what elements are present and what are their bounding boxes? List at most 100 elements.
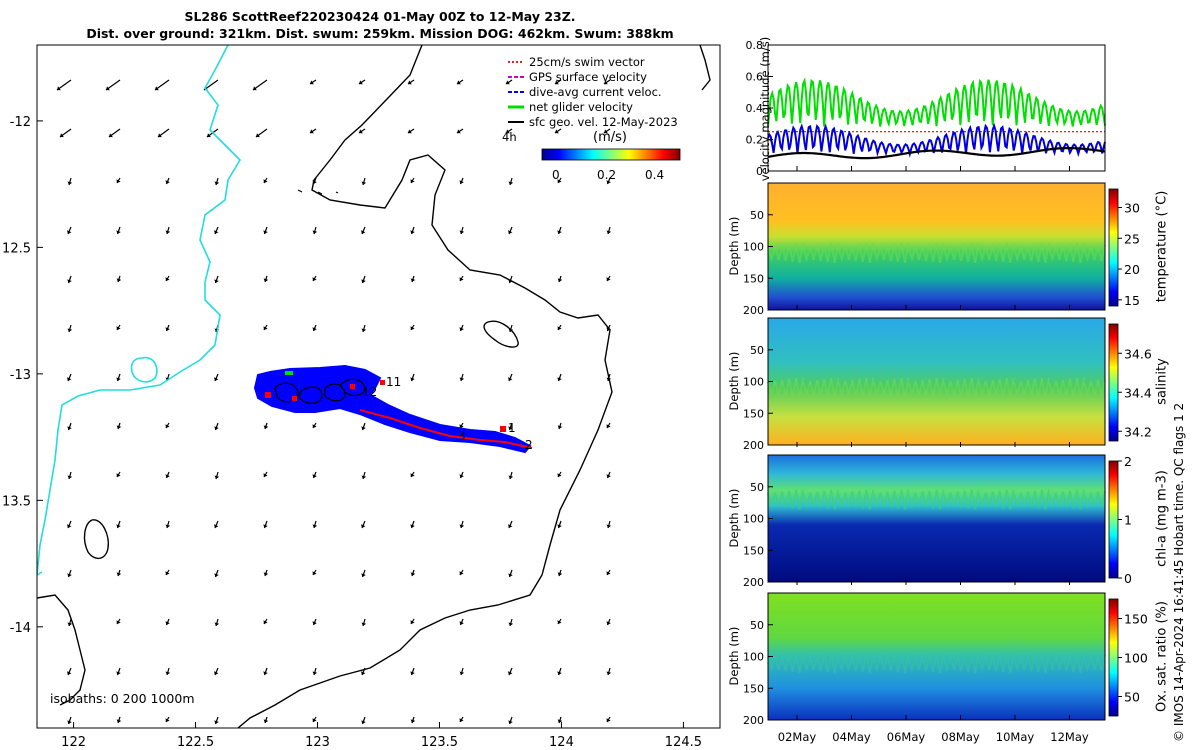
velocity-arrowhead xyxy=(312,524,318,528)
velocity-arrowhead xyxy=(67,573,72,577)
section-colorbar-label: chl-a (mg m-3) xyxy=(1154,469,1170,567)
velocity-arrowhead xyxy=(116,278,122,282)
velocity-arrowhead xyxy=(312,277,317,281)
section-texture xyxy=(1012,656,1022,673)
section-texture xyxy=(984,655,994,671)
section-texture xyxy=(949,655,959,671)
section-texture xyxy=(1082,381,1092,398)
section-field xyxy=(768,455,1105,582)
colorbar-tick-label: 150 xyxy=(1124,612,1148,627)
section-texture xyxy=(914,245,924,261)
section-texture xyxy=(1089,655,1099,671)
velocity-arrowhead xyxy=(116,179,121,183)
section-texture xyxy=(795,489,805,510)
velocity-arrowhead xyxy=(116,377,121,381)
velocity-y-tick-label: 0.4 xyxy=(746,102,764,115)
track-red-line xyxy=(359,409,533,449)
section-texture xyxy=(809,380,819,396)
velocity-arrowhead xyxy=(410,230,415,234)
velocity-arrowhead xyxy=(66,230,72,234)
section-texture xyxy=(970,489,980,510)
velocity-arrowhead xyxy=(109,133,113,138)
section-texture xyxy=(1082,656,1092,673)
velocity-y-tick-label: 0.2 xyxy=(746,134,764,147)
glider-track: 1 2 3 11 12 xyxy=(253,364,533,454)
velocity-arrowhead xyxy=(410,671,415,675)
section-texture xyxy=(830,652,840,674)
section-texture xyxy=(823,378,833,398)
depth-tick-label: 150 xyxy=(743,682,764,695)
velocity-arrowhead xyxy=(66,377,72,381)
section-texture xyxy=(907,493,917,510)
legend-label-swim: 25cm/s swim vector xyxy=(529,55,645,69)
velocity-arrowhead xyxy=(606,524,612,528)
velocity-arrowhead xyxy=(57,86,61,91)
track-label-1: 1 xyxy=(508,421,516,435)
velocity-arrowhead xyxy=(555,80,559,85)
section-texture xyxy=(1061,654,1071,672)
velocity-arrowhead xyxy=(263,524,268,528)
velocity-arrowhead xyxy=(606,621,611,625)
velocity-arrowhead xyxy=(457,129,461,134)
section-texture xyxy=(830,242,840,264)
legend-label-sfc: sfc geo. vel. 12-May-2023 xyxy=(529,115,678,129)
section-texture xyxy=(816,244,826,262)
section-colorbar xyxy=(1108,460,1119,579)
section-depth-label: Depth (m) xyxy=(727,488,741,547)
section-texture xyxy=(1019,492,1029,507)
velocity-arrowhead xyxy=(66,671,72,675)
colorbar-tick-label: 30 xyxy=(1124,200,1140,215)
velocity-arrowhead xyxy=(408,80,412,85)
velocity-arrowhead xyxy=(67,622,73,626)
section-texture xyxy=(1040,242,1050,264)
section-texture xyxy=(921,244,931,262)
velocity-arrowhead xyxy=(410,179,415,183)
colorbar-tick-label: 1 xyxy=(1124,513,1132,528)
section-texture xyxy=(907,246,917,263)
section-colorbar xyxy=(1108,323,1119,442)
depth-tick-label: 50 xyxy=(750,209,764,222)
section-texture xyxy=(1026,491,1036,508)
section-texture xyxy=(1054,492,1064,507)
section-texture xyxy=(1068,378,1078,398)
section-texture xyxy=(914,655,924,671)
velocity-arrowhead xyxy=(361,426,366,430)
section-texture xyxy=(865,489,875,510)
colorbar-tick-label: 20 xyxy=(1124,262,1140,277)
velocity-arrowhead xyxy=(253,86,257,91)
section-texture xyxy=(1082,493,1092,510)
section-texture xyxy=(872,381,882,398)
colorbar-tick-label: 25 xyxy=(1124,231,1140,246)
velocity-arrowhead xyxy=(459,377,465,381)
section-texture xyxy=(1019,245,1029,261)
velocity-arrowhead xyxy=(508,573,513,577)
section-texture xyxy=(1061,379,1071,397)
isobath-ring xyxy=(483,320,519,348)
section-texture xyxy=(865,242,875,264)
velocity-arrowhead xyxy=(606,424,611,428)
section-colorbar-label: salinity xyxy=(1154,357,1170,405)
section-texture xyxy=(963,378,973,398)
depth-tick-label: 100 xyxy=(743,376,764,389)
section-texture xyxy=(1054,245,1064,261)
velocity-arrowhead xyxy=(508,475,514,479)
time-tick-label: 12May xyxy=(1050,730,1089,744)
velocity-arrowhead xyxy=(606,230,612,234)
velocity-arrowhead xyxy=(606,671,612,675)
section-colorbar-label: Ox. sat. ratio (%) xyxy=(1154,600,1170,712)
section-texture xyxy=(1040,377,1050,399)
velocity-arrowhead xyxy=(213,524,219,528)
section-texture xyxy=(1019,380,1029,396)
velocity-arrowhead xyxy=(459,571,464,575)
velocity-series-line xyxy=(767,77,1106,128)
section-texture xyxy=(963,490,973,509)
velocity-arrowhead xyxy=(263,326,268,330)
depth-tick-label: 100 xyxy=(743,241,764,254)
velocity-arrowhead xyxy=(263,179,268,183)
velocity-arrowhead xyxy=(459,718,464,722)
shelf-isobath-ring xyxy=(130,356,158,383)
depth-tick-label: 100 xyxy=(743,513,764,526)
section-texture xyxy=(935,652,945,674)
velocity-arrowhead xyxy=(67,720,72,724)
velocity-arrowhead xyxy=(557,230,562,234)
